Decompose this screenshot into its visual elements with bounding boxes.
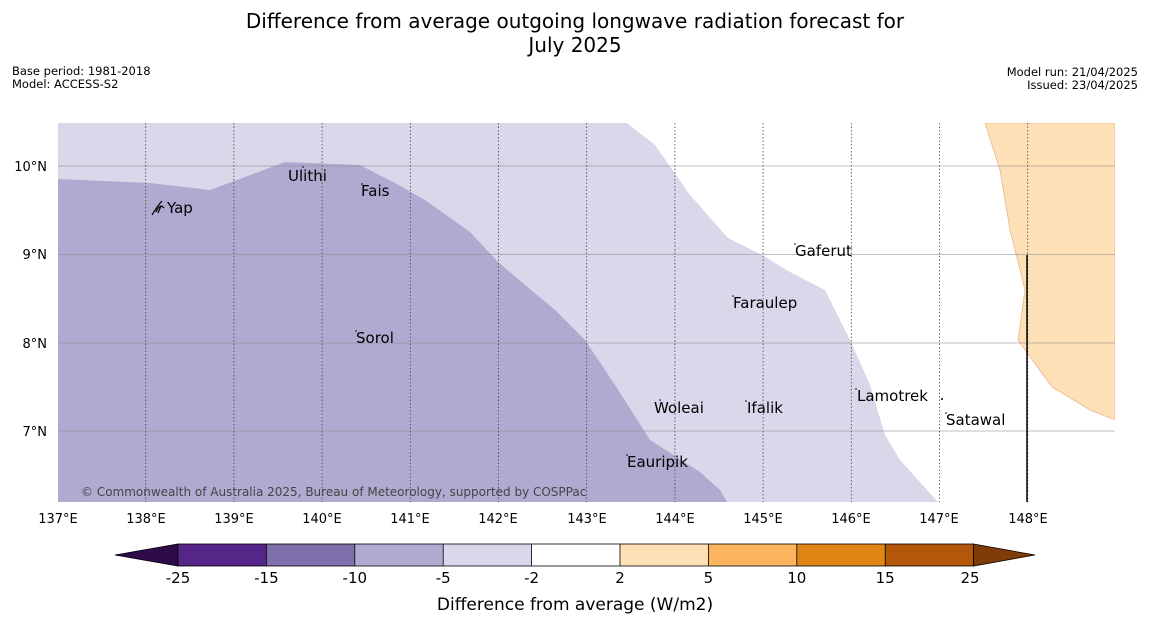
lon-label-143e: 143°E	[567, 512, 607, 527]
lon-label-140e: 140°E	[302, 512, 342, 527]
colorbar-tick-1: -15	[254, 569, 279, 587]
latitude-labels: 10°N 9°N 8°N 7°N	[14, 160, 47, 440]
colorbar-tick-0: -25	[166, 569, 191, 587]
map-panel: Ulithi Fais Yap Sorol Gaferut Faraulep L…	[58, 123, 1115, 502]
colorbar-segment-7	[708, 544, 797, 566]
issued-label: Issued: 23/04/2025	[1027, 78, 1138, 92]
lon-label-146e: 146°E	[831, 512, 871, 527]
chart-title: Difference from average outgoing longwav…	[0, 9, 1150, 57]
place-label-ifalik: Ifalik	[747, 399, 783, 417]
lat-label-7n: 7°N	[23, 425, 48, 440]
lon-label-148e: 148°E	[1008, 512, 1048, 527]
base-info: Base period: 1981-2018 Model: ACCESS-S2	[12, 65, 151, 91]
region-minus10-to-minus5	[58, 162, 727, 502]
colorbar-segment-5	[531, 544, 620, 566]
lon-label-147e: 147°E	[919, 512, 959, 527]
title-line-1: Difference from average outgoing longwav…	[245, 9, 905, 33]
place-label-sorol: Sorol	[356, 329, 394, 347]
colorbar-tick-3: -5	[436, 569, 451, 587]
lon-label-144e: 144°E	[655, 512, 695, 527]
model-run-label: Model run: 21/04/2025	[1006, 65, 1138, 79]
colorbar-tick-9: 25	[960, 569, 979, 587]
colorbar-tick-5: 2	[615, 569, 625, 587]
lon-label-138e: 138°E	[126, 512, 166, 527]
lat-label-9n: 9°N	[23, 248, 48, 263]
colorbar-dividers	[265, 544, 886, 566]
island-dots	[302, 166, 947, 456]
lon-label-139e: 139°E	[214, 512, 254, 527]
colorbar-segment-1	[178, 544, 267, 566]
lat-label-8n: 8°N	[23, 337, 48, 352]
base-period-label: Base period: 1981-2018	[12, 64, 151, 78]
place-label-fais: Fais	[361, 182, 390, 200]
yap-island-shape	[151, 200, 165, 216]
colorbar-tick-8: 15	[876, 569, 895, 587]
colorbar-segment-6	[620, 544, 709, 566]
lon-label-145e: 145°E	[743, 512, 783, 527]
colorbar-tick-6: 5	[704, 569, 714, 587]
colorbar-segment-9	[885, 544, 974, 566]
lon-label-137e: 137°E	[38, 512, 78, 527]
colorbar-tick-4: -2	[524, 569, 539, 587]
place-label-satawal: Satawal	[946, 411, 1005, 429]
colorbar-tick-labels: -25 -15 -10 -5 -2 2 5 10 15 25	[166, 569, 980, 587]
colorbar-extension-low	[114, 543, 179, 567]
lon-label-141e: 141°E	[390, 512, 430, 527]
place-label-ulithi: Ulithi	[288, 167, 327, 185]
place-label-woleai: Woleai	[654, 399, 704, 417]
lat-label-10n: 10°N	[14, 160, 47, 175]
region-2-to-5	[984, 123, 1115, 421]
colorbar-outline	[177, 543, 974, 567]
model-label: Model: ACCESS-S2	[12, 77, 119, 91]
longitude-gridlines	[145, 123, 1029, 502]
colorbar: -25 -15 -10 -5 -2 2 5 10 15 25 Differenc…	[114, 543, 1036, 615]
place-label-yap: Yap	[166, 199, 193, 217]
colorbar-title: Difference from average (W/m2)	[437, 595, 713, 615]
colorbar-segment-8	[796, 544, 886, 566]
colorbar-tick-2: -10	[343, 569, 368, 587]
colorbar-segment-2	[266, 544, 355, 566]
colorbar-segment-3	[354, 544, 444, 566]
run-info: Model run: 21/04/2025 Issued: 23/04/2025	[1007, 66, 1138, 92]
lon-label-142e: 142°E	[478, 512, 518, 527]
place-label-lamotrek: Lamotrek	[857, 387, 928, 405]
place-label-eauripik: Eauripik	[627, 453, 688, 471]
colorbar-segment-4	[443, 544, 532, 566]
longitude-labels: 137°E 138°E 139°E 140°E 141°E 142°E 143°…	[38, 512, 1048, 527]
copyright-notice: © Commonwealth of Australia 2025, Bureau…	[81, 485, 586, 499]
place-label-faraulep: Faraulep	[733, 294, 797, 312]
place-label-gaferut: Gaferut	[795, 242, 852, 260]
title-line-2: July 2025	[528, 33, 622, 57]
colorbar-extension-high	[973, 543, 1036, 567]
colorbar-tick-7: 10	[787, 569, 806, 587]
